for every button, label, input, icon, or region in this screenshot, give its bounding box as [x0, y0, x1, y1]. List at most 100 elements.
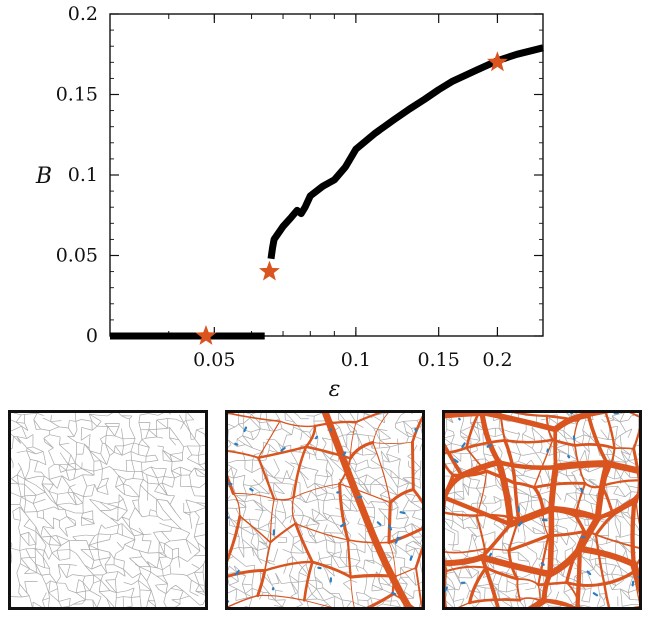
network-fiber: [522, 471, 526, 476]
network-fiber: [163, 468, 167, 477]
network-fiber: [11, 606, 13, 607]
network-fiber: [241, 526, 252, 529]
network-fiber: [619, 567, 623, 576]
network-fiber: [415, 547, 422, 550]
network-fiber: [467, 526, 477, 537]
network-fiber: [322, 500, 325, 513]
network-fiber: [404, 517, 409, 528]
network-fiber: [477, 492, 481, 504]
stressed-fiber: [584, 482, 604, 489]
network-fiber: [244, 499, 254, 503]
network-fiber: [19, 583, 28, 594]
network-fiber: [122, 535, 136, 540]
network-fiber: [306, 525, 315, 537]
stressed-fiber: [465, 446, 488, 473]
network-fiber: [150, 571, 158, 577]
stressed-fiber: [546, 530, 586, 538]
network-fiber: [19, 548, 26, 551]
network-fiber: [121, 445, 124, 456]
network-fiber: [179, 475, 182, 487]
network-fiber: [133, 442, 139, 445]
network-fiber: [42, 417, 51, 422]
network-fiber: [471, 571, 480, 579]
network-fiber: [619, 419, 629, 423]
stressed-fiber: [445, 443, 464, 478]
stressed-fiber: [302, 560, 314, 602]
network-fiber: [452, 431, 455, 436]
network-fiber: [56, 475, 63, 489]
network-fiber: [35, 451, 44, 455]
network-fiber: [259, 491, 262, 506]
network-fiber: [628, 460, 639, 467]
network-fiber: [587, 436, 591, 444]
network-fiber: [32, 446, 44, 452]
network-fiber: [305, 490, 312, 503]
network-fiber: [102, 572, 107, 576]
stressed-fiber: [533, 439, 554, 489]
network-fiber: [187, 555, 195, 562]
network-fiber: [158, 483, 168, 496]
network-fiber: [148, 429, 158, 438]
network-fiber: [597, 543, 607, 546]
network-fiber: [34, 548, 44, 558]
network-fiber: [372, 415, 385, 424]
network-fiber: [390, 476, 400, 479]
network-fiber: [162, 450, 173, 462]
network-fiber: [474, 541, 478, 551]
network-fiber: [37, 413, 44, 416]
network-fiber: [616, 499, 623, 505]
network-fiber: [50, 415, 52, 422]
network-fiber: [24, 581, 28, 594]
network-fiber: [390, 477, 398, 488]
network-fiber: [539, 518, 544, 527]
network-fiber: [555, 591, 560, 601]
network-fiber: [228, 499, 235, 501]
network-fiber: [600, 429, 609, 440]
network-fiber: [86, 484, 95, 487]
network-fiber: [156, 418, 168, 421]
network-fiber: [339, 427, 343, 436]
network-fiber: [171, 470, 182, 476]
network-fiber: [611, 585, 616, 590]
network-fiber: [156, 428, 168, 430]
network-fiber: [80, 560, 86, 566]
network-fiber: [175, 418, 184, 423]
network-fiber: [620, 451, 627, 463]
network-fiber: [42, 556, 50, 569]
network-fiber: [170, 588, 184, 592]
network-fiber: [252, 459, 260, 462]
compressed-fiber: [234, 569, 240, 576]
stressed-fiber: [228, 514, 242, 563]
network-fiber: [381, 484, 390, 488]
stressed-fiber: [338, 482, 350, 542]
network-fiber: [69, 420, 76, 422]
network-fiber: [105, 435, 107, 445]
network-fiber: [341, 599, 344, 607]
network-fiber: [169, 495, 175, 505]
network-fiber: [49, 544, 62, 546]
network-fiber: [113, 445, 116, 453]
network-fiber: [133, 534, 144, 536]
network-fiber: [20, 468, 26, 480]
network-fiber: [321, 583, 324, 588]
network-fiber: [405, 547, 416, 553]
network-fiber: [411, 523, 414, 538]
network-fiber: [58, 426, 69, 429]
network-fiber: [21, 495, 25, 498]
network-fiber: [269, 430, 274, 432]
network-fiber: [43, 506, 55, 511]
network-fiber: [56, 549, 70, 551]
network-fiber: [48, 544, 53, 553]
network-fiber: [346, 431, 351, 436]
network-fiber: [35, 563, 45, 569]
network-fiber: [354, 464, 358, 473]
network-fiber: [171, 526, 182, 530]
network-fiber: [251, 547, 259, 559]
network-fiber: [358, 604, 367, 607]
network-fiber: [11, 478, 19, 485]
network-fiber: [327, 492, 334, 495]
network-fiber: [114, 435, 124, 440]
network-fiber: [295, 604, 303, 607]
network-fiber: [183, 511, 190, 516]
stressed-fiber: [548, 464, 559, 512]
